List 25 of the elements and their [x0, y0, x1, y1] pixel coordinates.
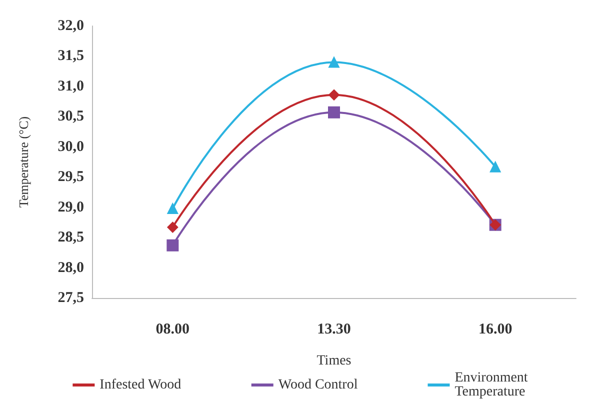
point — [328, 56, 340, 68]
y-tick-label: 29,0 — [58, 199, 84, 216]
point — [167, 222, 178, 233]
y-tick-label: 30,5 — [58, 108, 84, 125]
x-tick-label: 13.30 — [317, 322, 351, 338]
y-tick-label: 30,0 — [58, 138, 84, 155]
point — [490, 161, 501, 172]
y-tick-label: 28,5 — [58, 230, 84, 246]
y-tick-label: 31,0 — [58, 78, 84, 94]
legend-label: Wood Control — [278, 378, 358, 392]
point — [166, 239, 179, 252]
legend-label: Infested Wood — [100, 378, 182, 392]
y-axis-title: Temperature (°C) — [16, 116, 31, 208]
point — [167, 203, 178, 214]
x-tick-label: 16.00 — [478, 322, 512, 338]
y-tick-label: 31,5 — [58, 48, 84, 64]
y-tick-label: 27,5 — [58, 290, 84, 306]
point — [328, 106, 340, 118]
x-axis-title: Times — [316, 354, 352, 368]
point — [328, 89, 340, 100]
y-tick-label: 32,0 — [58, 18, 84, 34]
legend-label: Environment Temperature — [454, 370, 532, 400]
x-tick-label: 08.00 — [156, 322, 190, 338]
y-tick-label: 28,0 — [58, 260, 84, 276]
y-tick-label: 29,5 — [58, 169, 84, 186]
